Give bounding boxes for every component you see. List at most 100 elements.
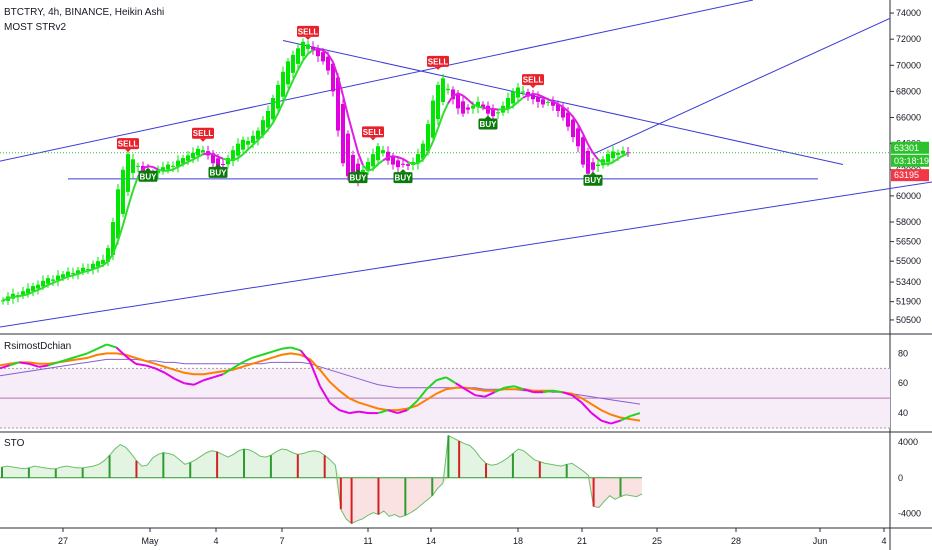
candle[interactable] [326,56,330,71]
candle[interactable] [81,267,85,272]
candle[interactable] [196,148,200,156]
candle[interactable] [476,101,480,108]
rsi-slow-line[interactable] [0,352,641,422]
candle[interactable] [441,78,445,102]
candle[interactable] [406,164,410,166]
rsi-pane-title[interactable]: RsimostDchian [4,341,72,352]
candle[interactable] [351,154,355,173]
candle[interactable] [91,263,95,270]
sell-signal[interactable]: SELL [362,126,384,141]
candle[interactable] [471,105,475,109]
candle[interactable] [301,41,305,57]
candle[interactable] [556,103,560,111]
candle[interactable] [241,139,245,150]
trend-line[interactable] [0,148,932,331]
candle[interactable] [416,154,420,164]
candle[interactable] [36,284,40,289]
candle[interactable] [286,61,290,85]
candle[interactable] [391,156,395,165]
candle[interactable] [251,135,255,143]
buy-signal[interactable]: BUY [208,163,228,178]
candle[interactable] [331,63,335,92]
candle[interactable] [26,288,30,294]
candle[interactable] [246,141,250,145]
candle[interactable] [51,279,55,281]
candle[interactable] [486,105,490,114]
candle[interactable] [211,153,215,164]
candle[interactable] [341,104,345,164]
candle[interactable] [276,84,280,109]
sell-signal[interactable]: SELL [117,138,139,153]
candle[interactable] [446,88,450,91]
sell-signal[interactable]: SELL [427,55,449,70]
candle[interactable] [171,165,175,167]
candle[interactable] [461,101,465,114]
candle[interactable] [466,107,470,110]
candle[interactable] [611,151,615,159]
candle[interactable] [506,97,510,110]
candle[interactable] [586,150,590,174]
candle[interactable] [401,163,405,165]
candle[interactable] [541,99,545,105]
sto-pane[interactable] [0,434,643,525]
buy-signal[interactable]: BUY [138,167,158,182]
candle[interactable] [41,280,45,287]
candle[interactable] [231,150,235,162]
buy-signal[interactable]: BUY [393,169,413,184]
candle[interactable] [596,164,600,167]
candle[interactable] [86,269,90,271]
candle[interactable] [496,112,500,114]
candle[interactable] [531,94,535,100]
candle[interactable] [136,165,140,167]
candle[interactable] [316,48,320,57]
candle[interactable] [186,155,190,161]
candle[interactable] [321,52,325,62]
candle[interactable] [581,137,585,165]
candle[interactable] [451,89,455,100]
candle[interactable] [536,96,540,102]
candle[interactable] [261,120,265,135]
candle[interactable] [116,189,120,239]
candle[interactable] [131,159,135,173]
buy-signal[interactable]: BUY [583,171,603,186]
candle[interactable] [271,97,275,120]
price-pane[interactable]: SELL BUY SELL BUY SELL BUY SELL BUY SELL BUY SELL B… [0,0,932,330]
candle[interactable] [591,162,595,170]
sto-pane-title[interactable]: STO [4,438,25,449]
candle[interactable] [426,124,430,152]
candle[interactable] [61,274,65,278]
candle[interactable] [616,152,620,155]
candle[interactable] [96,261,100,267]
candle[interactable] [516,87,520,98]
candle[interactable] [431,100,435,138]
trend-line[interactable] [282,39,844,166]
candle[interactable] [111,222,115,255]
candle[interactable] [266,111,270,128]
rsi-pane[interactable] [0,343,890,429]
sell-signal[interactable]: SELL [522,74,544,89]
candle[interactable] [346,133,350,177]
candle[interactable] [71,272,75,274]
sell-signal[interactable]: SELL [192,127,214,142]
candle[interactable] [161,167,165,172]
buy-signal[interactable]: BUY [478,115,498,130]
candle[interactable] [156,169,160,174]
candle[interactable] [336,77,340,131]
candle[interactable] [176,160,180,167]
candle[interactable] [561,107,565,118]
candle[interactable] [291,54,295,73]
candle[interactable] [66,271,70,277]
candle[interactable] [201,150,205,153]
candle[interactable] [371,154,375,167]
candle[interactable] [626,152,630,154]
candle[interactable] [381,150,385,154]
candle[interactable] [21,291,25,296]
candle[interactable] [571,119,575,138]
symbol-label[interactable]: BTCTRY, 4h, BINANCE, Heikin Ashi [4,7,165,18]
candle[interactable] [546,101,550,103]
candle[interactable] [366,161,370,171]
candle[interactable] [106,248,110,262]
candle[interactable] [456,94,460,109]
candle[interactable] [31,285,35,292]
